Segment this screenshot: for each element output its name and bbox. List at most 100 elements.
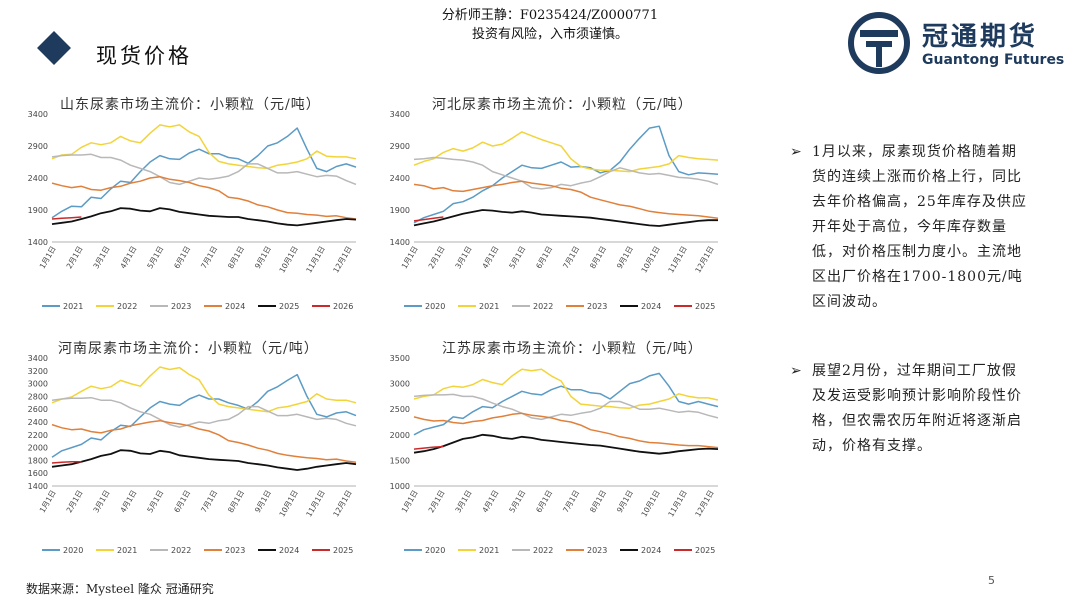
chart-title: 河南尿素市场主流价：小颗粒（元/吨）: [58, 341, 319, 357]
legend-label: 2021: [479, 546, 499, 555]
x-tick-label: 7月1日: [561, 489, 581, 515]
bullet-text: 1月以来，尿素现货价格随着期货的连续上涨而价格上行，同比去年价格偏高，25年库存…: [812, 144, 1027, 310]
risk-disclaimer: 投资有风险，入市须谨慎。: [471, 27, 628, 42]
data-source: 数据来源：Mysteel 隆众 冠通研究: [26, 582, 214, 596]
x-tick-label: 5月1日: [145, 245, 165, 271]
x-tick-label: 12月1日: [693, 489, 715, 519]
y-tick-label: 2900: [390, 142, 410, 151]
series-line-2025: [51, 460, 82, 464]
bullet-arrow-icon: ➢: [790, 363, 802, 379]
bullet-item: ➢ 展望2月份，过年期间工厂放假及发运受影响预计影响阶段性价格，但农需农历年附近…: [790, 359, 1030, 459]
commentary: ➢ 1月以来，尿素现货价格随着期货的连续上涨而价格上行，同比去年价格偏高，25年…: [790, 140, 1030, 459]
legend-label: 2021: [63, 302, 83, 311]
x-tick-label: 3月1日: [453, 489, 473, 515]
y-tick-label: 2600: [28, 405, 48, 414]
bullet-item: ➢ 1月以来，尿素现货价格随着期货的连续上涨而价格上行，同比去年价格偏高，25年…: [790, 140, 1030, 315]
y-tick-label: 1000: [390, 482, 410, 491]
legend-label: 2024: [641, 546, 661, 555]
y-tick-label: 1900: [28, 206, 48, 215]
legend-label: 2024: [225, 302, 245, 311]
x-tick-label: 7月1日: [199, 245, 219, 271]
x-tick-label: 7月1日: [199, 489, 219, 515]
series-line-2022: [51, 396, 357, 428]
chart-hebei-svg: 1400 1900 2400 2900 3400 1月1日 2月1日 3月1日 4月1日 5月1日…: [390, 110, 719, 311]
bullet-arrow-icon: ➢: [790, 144, 802, 160]
y-tick-label: 1600: [28, 469, 48, 478]
legend-label: 2025: [695, 302, 715, 311]
x-tick-label: 5月1日: [507, 489, 527, 515]
y-tick-label: 2800: [28, 392, 48, 401]
y-tick-label: 2400: [390, 174, 410, 183]
series-line-2023: [51, 419, 357, 464]
y-tick-label: 2000: [28, 444, 48, 453]
chart-hebei: 1400 1900 2400 2900 3400 1月1日 2月1日 3月1日 4月1日 5月1日…: [376, 92, 746, 332]
y-tick-label: 3200: [28, 367, 48, 376]
x-tick-label: 1月1日: [400, 245, 420, 271]
y-tick-label: 1400: [390, 238, 410, 247]
x-tick-label: 2月1日: [65, 245, 85, 271]
x-tick-label: 6月1日: [172, 489, 192, 515]
chart-title: 山东尿素市场主流价：小颗粒（元/吨）: [60, 97, 321, 113]
series-line-2022: [51, 124, 357, 170]
title-diamond-icon: [37, 31, 71, 65]
x-tick-label: 9月1日: [615, 245, 635, 271]
series-line-2020: [413, 372, 719, 436]
legend-label: 2022: [533, 302, 553, 311]
x-tick-label: 6月1日: [172, 245, 192, 271]
x-tick-label: 2月1日: [65, 489, 85, 515]
y-tick-label: 3000: [28, 380, 48, 389]
series-line-2020: [413, 125, 719, 224]
x-tick-label: 6月1日: [534, 489, 554, 515]
y-tick-label: 2900: [28, 142, 48, 151]
series-line-2024: [51, 175, 357, 220]
series-line-2023: [51, 153, 357, 186]
y-tick-label: 1400: [28, 482, 48, 491]
x-tick-label: 8月1日: [588, 245, 608, 271]
y-tick-label: 1400: [28, 238, 48, 247]
legend-label: 2023: [587, 546, 607, 555]
y-tick-label: 1500: [390, 456, 410, 465]
legend-label: 2025: [279, 302, 299, 311]
legend-label: 2020: [63, 546, 83, 555]
x-tick-label: 4月1日: [118, 245, 138, 271]
legend-label: 2024: [641, 302, 661, 311]
chart-title: 江苏尿素市场主流价：小颗粒（元/吨）: [442, 341, 703, 357]
x-tick-label: 3月1日: [91, 245, 111, 271]
chart-henan-svg: 1400 1600 1800 2000 2200 2400 2600 2800 3000 3200…: [28, 354, 357, 555]
legend-label: 2021: [117, 546, 137, 555]
chart-shandong: 1400 1900 2400 2900 3400 1月1日 2月1日 3月1日 4月1日 5月1日…: [14, 92, 384, 332]
y-tick-label: 2200: [28, 431, 48, 440]
series-line-2022: [413, 156, 719, 190]
series-line-2021: [413, 131, 719, 173]
x-tick-label: 9月1日: [253, 245, 273, 271]
legend-label: 2022: [171, 546, 191, 555]
x-tick-label: 8月1日: [588, 489, 608, 515]
x-tick-label: 3月1日: [91, 489, 111, 515]
x-tick-label: 11月1日: [666, 489, 688, 519]
legend-label: 2024: [279, 546, 299, 555]
chart-jiangsu-svg: 1000 1500 2000 2500 3000 3500 1月1日 2月1日 3月1日 4月1日…: [390, 354, 719, 555]
series-line-2024: [413, 209, 718, 227]
y-tick-label: 1900: [390, 206, 410, 215]
x-tick-label: 10月1日: [639, 245, 661, 275]
x-tick-label: 11月1日: [304, 245, 326, 275]
legend-label: 2023: [225, 546, 245, 555]
x-tick-label: 1月1日: [400, 489, 420, 515]
x-tick-label: 4月1日: [118, 489, 138, 515]
series-line-2023: [413, 412, 719, 449]
x-tick-label: 12月1日: [331, 245, 353, 275]
series-line-2024: [51, 449, 357, 471]
slide-header: 分析师王静：F0235424/Z0000771 投资有风险，入市须谨慎。 现货价…: [0, 0, 1080, 80]
analyst-line: 分析师王静：F0235424/Z0000771: [441, 8, 659, 23]
legend-label: 2021: [479, 302, 499, 311]
series-line-2020: [51, 373, 357, 458]
x-tick-label: 2月1日: [427, 489, 447, 515]
y-tick-label: 3500: [390, 354, 410, 363]
x-tick-label: 12月1日: [693, 245, 715, 275]
x-tick-label: 6月1日: [534, 245, 554, 271]
series-line-2022: [413, 393, 719, 421]
page-title: 现货价格: [96, 44, 192, 68]
series-line-2025: [51, 207, 357, 227]
y-tick-label: 3400: [28, 110, 48, 119]
legend-label: 2026: [333, 302, 353, 311]
